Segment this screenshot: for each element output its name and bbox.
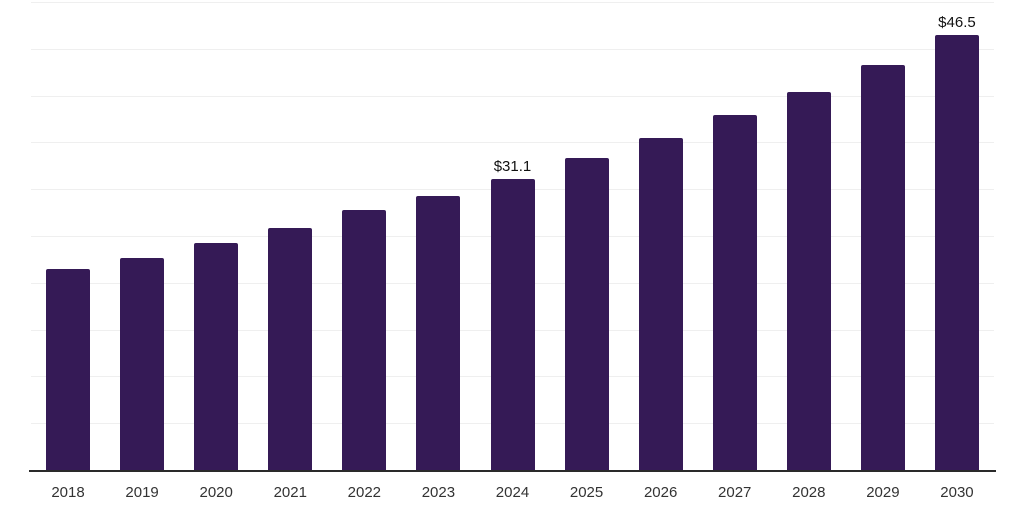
x-tick-label-2022: 2022 [347,484,382,501]
bar-2024 [490,178,535,470]
data-label-2024: $31.1 [493,157,532,175]
bar-2018 [46,268,91,470]
x-tick-label-2029: 2029 [866,484,900,501]
bar-2023 [416,195,461,470]
bar-2025 [564,158,609,470]
x-tick-label-2024: 2024 [495,484,530,501]
x-tick-label-2025: 2025 [569,484,604,501]
bar-2028 [786,91,831,470]
x-axis-line [29,470,996,472]
x-tick-label-2019: 2019 [125,484,159,501]
bar-2020 [194,242,239,470]
x-tick-label-2018: 2018 [51,484,85,501]
x-tick-label-2030: 2030 [940,484,974,501]
x-tick-label-2026: 2026 [643,484,678,501]
bar-2026 [638,137,683,470]
bar-2022 [342,209,387,470]
bar-2030 [934,34,979,470]
gridline [31,48,994,50]
bar-2027 [712,115,757,470]
x-tick-label-2027: 2027 [718,484,752,501]
x-tick-label-2020: 2020 [199,484,233,501]
gridline [31,95,994,97]
bar-2029 [860,64,905,470]
data-label-2030: $46.5 [938,13,976,31]
gridline [31,2,994,3]
bar-2021 [268,227,313,470]
x-tick-label-2023: 2023 [421,484,456,501]
x-tick-label-2021: 2021 [273,484,307,501]
bar-2019 [120,257,165,470]
x-tick-label-2028: 2028 [792,484,826,501]
gridline [31,142,994,144]
